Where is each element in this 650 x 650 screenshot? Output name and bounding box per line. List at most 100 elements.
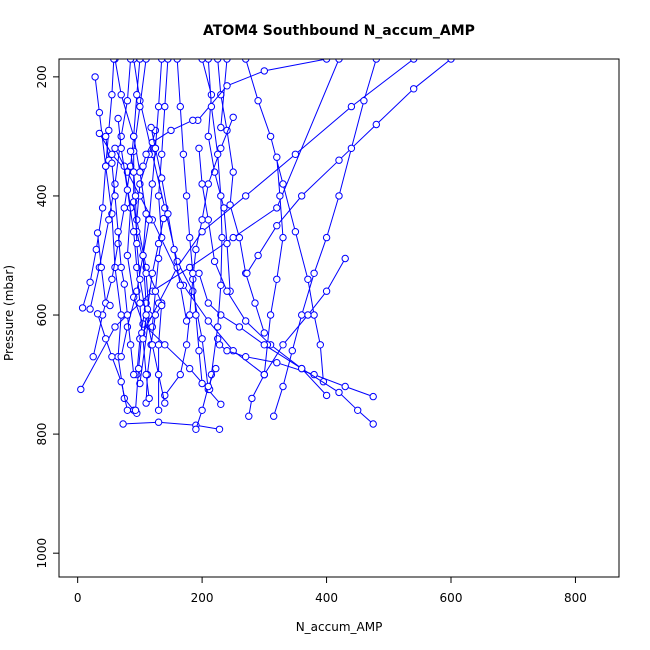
data-point bbox=[114, 239, 122, 248]
data-point bbox=[77, 385, 85, 394]
data-point bbox=[130, 132, 138, 141]
data-point bbox=[131, 406, 140, 414]
axes-layer: 0 200 400 600 800 200 400 600 800 1000 bbox=[35, 65, 587, 605]
data-point bbox=[158, 59, 166, 63]
series-34 bbox=[147, 123, 191, 325]
data-point bbox=[369, 392, 377, 401]
data-point bbox=[148, 269, 157, 277]
data-point bbox=[161, 341, 169, 349]
series-31 bbox=[192, 364, 220, 433]
series-21 bbox=[214, 335, 377, 401]
data-point bbox=[161, 102, 169, 111]
data-point bbox=[260, 329, 268, 337]
data-point bbox=[291, 228, 300, 236]
plot-frame bbox=[58, 58, 620, 578]
series-22 bbox=[195, 269, 377, 428]
series-27 bbox=[93, 310, 141, 417]
data-point bbox=[131, 192, 140, 200]
data-point bbox=[207, 102, 216, 111]
data-point bbox=[204, 317, 213, 325]
data-point bbox=[229, 113, 237, 122]
data-point bbox=[291, 150, 300, 159]
data-point bbox=[242, 353, 250, 361]
data-point bbox=[147, 123, 155, 132]
data-point bbox=[242, 59, 250, 63]
series-line bbox=[136, 130, 163, 411]
data-point bbox=[273, 204, 281, 212]
data-point bbox=[126, 341, 135, 349]
data-point bbox=[139, 162, 147, 170]
data-point bbox=[204, 299, 213, 307]
data-point bbox=[304, 275, 312, 283]
data-point bbox=[161, 399, 169, 407]
data-point bbox=[148, 180, 157, 188]
data-point bbox=[215, 425, 224, 433]
data-point bbox=[279, 382, 287, 391]
data-point bbox=[154, 406, 163, 414]
data-point bbox=[186, 311, 194, 319]
y-tick-label: 200 bbox=[35, 65, 49, 88]
data-point bbox=[204, 216, 213, 224]
data-point bbox=[341, 382, 349, 391]
data-point bbox=[120, 204, 129, 212]
x-tick-label: 600 bbox=[440, 591, 463, 605]
data-point bbox=[158, 301, 166, 310]
data-point bbox=[242, 317, 250, 325]
y-tick-label: 1000 bbox=[35, 538, 49, 569]
data-point bbox=[298, 364, 306, 373]
series-23 bbox=[204, 59, 226, 394]
data-point bbox=[170, 245, 178, 254]
data-point bbox=[145, 216, 153, 224]
data-point bbox=[279, 180, 287, 188]
data-point bbox=[108, 91, 116, 99]
data-point bbox=[136, 299, 144, 307]
data-point bbox=[97, 263, 106, 272]
data-point bbox=[279, 341, 287, 349]
data-point bbox=[223, 287, 231, 295]
data-point bbox=[217, 144, 225, 153]
series-line bbox=[82, 59, 115, 309]
data-point bbox=[372, 59, 380, 63]
data-point bbox=[111, 144, 119, 153]
data-point bbox=[117, 353, 125, 361]
data-point bbox=[273, 153, 281, 161]
data-point bbox=[304, 311, 312, 319]
data-point bbox=[136, 275, 144, 283]
data-point bbox=[151, 311, 160, 319]
series-40 bbox=[126, 147, 169, 407]
data-point bbox=[260, 67, 268, 75]
data-point bbox=[260, 341, 268, 349]
data-point bbox=[95, 108, 104, 117]
data-point bbox=[217, 400, 225, 408]
data-point bbox=[176, 370, 185, 379]
data-point bbox=[159, 214, 168, 223]
data-point bbox=[142, 150, 150, 159]
data-point bbox=[214, 150, 222, 159]
data-point bbox=[123, 323, 132, 331]
data-point bbox=[335, 156, 343, 164]
data-point bbox=[310, 311, 318, 319]
data-point bbox=[134, 364, 143, 373]
data-point bbox=[410, 85, 418, 93]
data-point bbox=[78, 304, 87, 312]
data-point bbox=[310, 269, 318, 277]
data-point bbox=[86, 278, 94, 286]
data-point bbox=[114, 228, 122, 236]
series-line bbox=[246, 59, 452, 274]
data-point bbox=[273, 222, 281, 230]
data-point bbox=[110, 59, 118, 63]
data-point bbox=[248, 394, 256, 403]
data-point bbox=[192, 425, 200, 433]
data-point bbox=[93, 310, 102, 318]
x-tick-label: 800 bbox=[564, 591, 587, 605]
data-point bbox=[254, 251, 262, 260]
data-point bbox=[108, 353, 116, 361]
data-point bbox=[198, 180, 206, 188]
data-point bbox=[335, 59, 343, 63]
data-point bbox=[198, 406, 206, 414]
data-point bbox=[142, 210, 150, 218]
data-point bbox=[298, 192, 306, 200]
data-point bbox=[142, 269, 150, 277]
data-point bbox=[276, 192, 284, 200]
data-point bbox=[266, 311, 275, 319]
